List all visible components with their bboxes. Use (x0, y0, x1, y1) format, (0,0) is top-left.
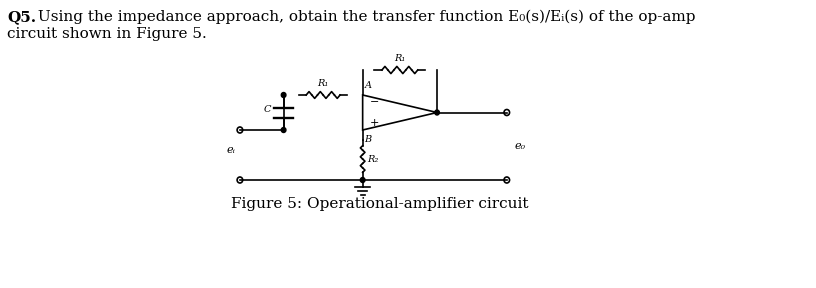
Text: circuit shown in Figure 5.: circuit shown in Figure 5. (7, 27, 207, 41)
Text: e₀: e₀ (514, 141, 526, 151)
Circle shape (282, 128, 286, 132)
Circle shape (282, 92, 286, 98)
Text: R₁: R₁ (317, 79, 329, 88)
Text: R₁: R₁ (394, 54, 406, 63)
Text: A: A (365, 81, 371, 90)
Text: Using the impedance approach, obtain the transfer function E₀(s)/Eᵢ(s) of the op: Using the impedance approach, obtain the… (33, 10, 695, 24)
Text: R₂: R₂ (367, 154, 379, 164)
Circle shape (361, 177, 365, 183)
Text: C: C (264, 105, 272, 114)
Text: Figure 5: Operational-amplifier circuit: Figure 5: Operational-amplifier circuit (231, 197, 528, 211)
Text: Q5.: Q5. (7, 10, 37, 24)
Text: −: − (370, 97, 379, 107)
Text: +: + (370, 118, 379, 128)
Text: eᵢ: eᵢ (226, 145, 235, 155)
Text: B: B (365, 135, 371, 144)
Circle shape (435, 110, 439, 115)
